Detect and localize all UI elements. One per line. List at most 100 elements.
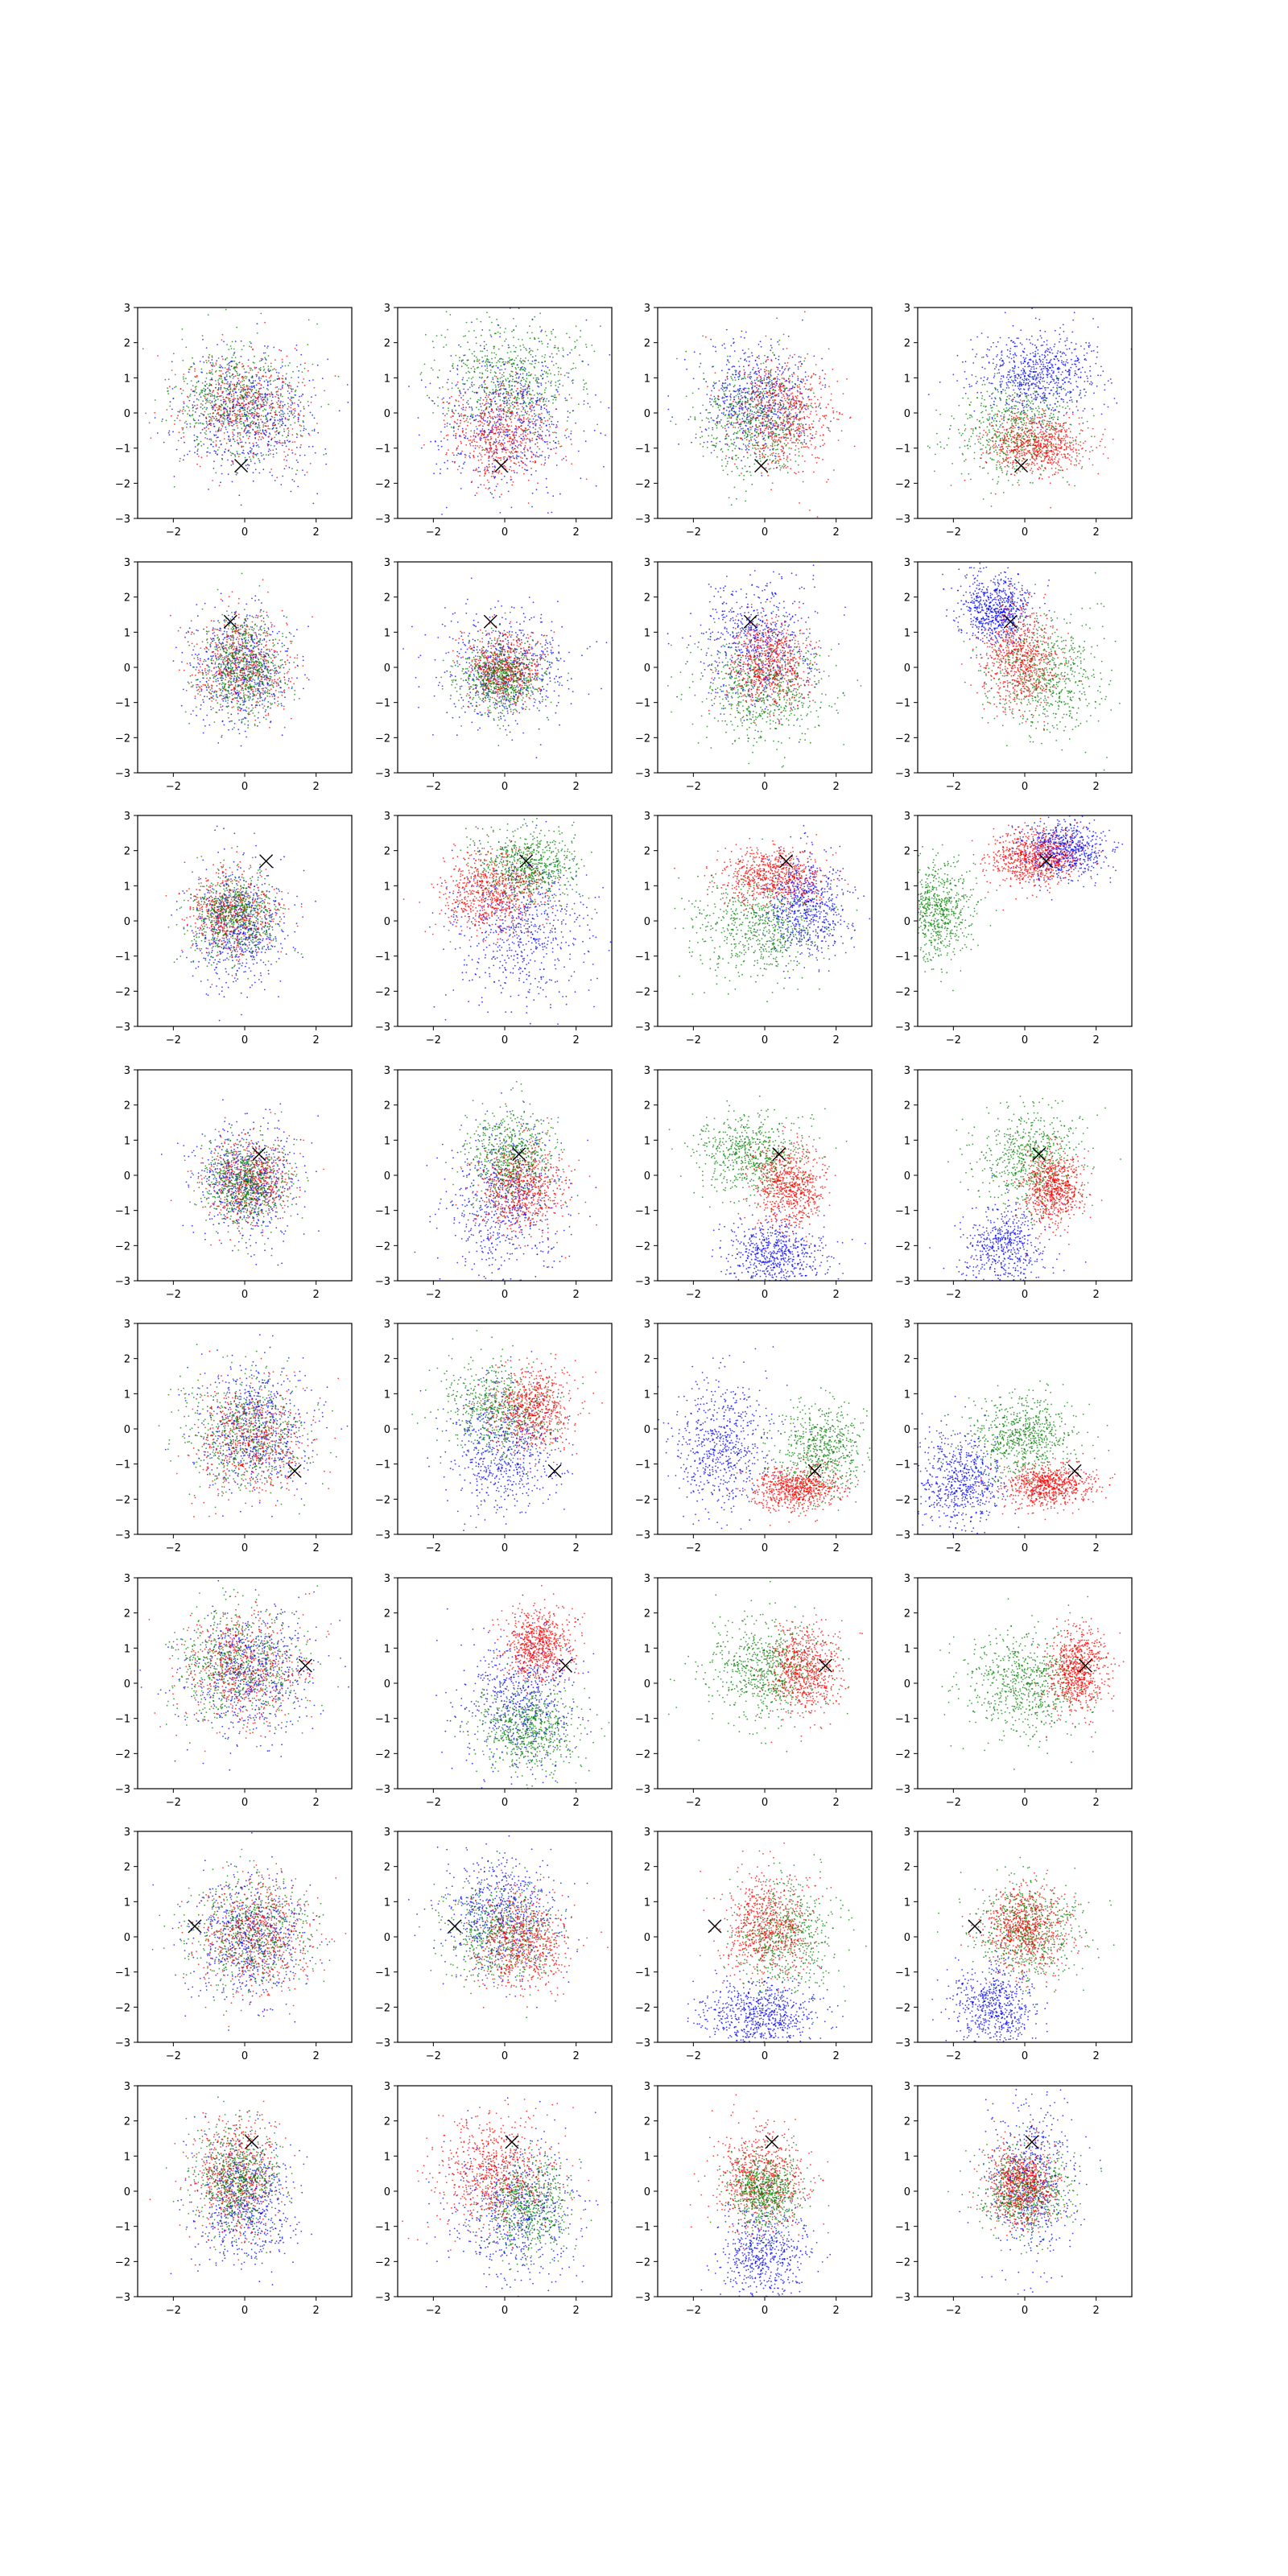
- point-green: [263, 415, 265, 417]
- point-red: [471, 442, 473, 444]
- point-green: [721, 425, 723, 427]
- point-green: [175, 386, 177, 387]
- point-blue: [529, 348, 530, 349]
- point-blue: [791, 388, 792, 390]
- point-blue: [301, 395, 303, 397]
- point-green: [731, 378, 733, 379]
- point-blue: [229, 376, 231, 378]
- point-red: [298, 418, 299, 419]
- point-blue: [770, 345, 772, 346]
- point-green: [275, 411, 277, 412]
- point-blue: [548, 431, 550, 432]
- point-green: [753, 445, 754, 447]
- point-red: [509, 452, 510, 453]
- point-blue: [525, 368, 526, 369]
- point-green: [783, 458, 785, 460]
- point-red: [488, 423, 489, 424]
- point-green: [236, 327, 237, 328]
- point-green: [485, 393, 487, 394]
- point-green: [196, 439, 198, 440]
- y-tick-label: 2: [384, 338, 390, 350]
- point-red: [233, 393, 235, 394]
- point-green: [505, 328, 506, 329]
- point-green: [536, 381, 538, 382]
- point-green: [250, 409, 252, 411]
- point-red: [183, 374, 184, 375]
- point-green: [470, 398, 472, 399]
- point-green: [728, 407, 729, 408]
- point-blue: [719, 380, 720, 382]
- point-red: [224, 412, 225, 414]
- point-red: [282, 375, 283, 377]
- point-green: [750, 417, 752, 419]
- point-green: [744, 376, 745, 378]
- point-red: [180, 410, 181, 411]
- point-red: [511, 425, 513, 427]
- point-red: [476, 441, 477, 443]
- point-blue: [227, 389, 229, 390]
- point-green: [755, 426, 757, 427]
- point-red: [269, 378, 270, 379]
- point-green: [526, 378, 528, 379]
- point-red: [183, 436, 184, 438]
- point-green: [721, 465, 723, 467]
- point-blue: [250, 343, 252, 345]
- point-red: [263, 423, 265, 424]
- point-red: [261, 407, 262, 408]
- point-green: [485, 383, 486, 385]
- point-blue: [756, 363, 758, 365]
- point-green: [755, 442, 757, 444]
- point-blue: [512, 413, 514, 415]
- point-green: [486, 368, 488, 369]
- point-red: [229, 408, 231, 410]
- point-red: [464, 421, 465, 423]
- point-blue: [272, 396, 274, 398]
- point-green: [801, 442, 803, 444]
- point-blue: [514, 472, 515, 473]
- point-blue: [228, 369, 229, 370]
- point-blue: [715, 346, 716, 348]
- point-blue: [737, 389, 739, 390]
- point-blue: [231, 396, 233, 398]
- point-green: [292, 371, 294, 373]
- point-blue: [257, 444, 258, 446]
- point-red: [196, 464, 198, 465]
- point-blue: [233, 429, 235, 431]
- point-red: [442, 402, 444, 403]
- point-red: [444, 423, 446, 425]
- point-blue: [266, 419, 268, 420]
- point-red: [208, 394, 209, 395]
- point-red: [270, 412, 272, 414]
- point-red: [219, 485, 221, 486]
- point-green: [250, 382, 252, 384]
- point-blue: [547, 429, 548, 431]
- point-green: [535, 379, 537, 381]
- point-blue: [439, 387, 440, 389]
- point-red: [217, 409, 218, 411]
- point-green: [744, 438, 745, 440]
- point-blue: [555, 442, 556, 444]
- point-green: [183, 409, 184, 411]
- point-red: [180, 388, 182, 390]
- point-red: [200, 403, 202, 405]
- point-green: [427, 395, 428, 397]
- point-green: [512, 378, 514, 380]
- point-blue: [733, 423, 735, 424]
- point-red: [176, 418, 178, 419]
- point-blue: [532, 398, 534, 399]
- point-green: [566, 333, 568, 335]
- point-green: [528, 372, 530, 374]
- point-red: [500, 427, 502, 429]
- point-red: [218, 382, 220, 383]
- point-red: [446, 435, 448, 436]
- point-blue: [220, 365, 221, 366]
- x-tick-label: 0: [502, 526, 508, 539]
- point-green: [775, 429, 777, 431]
- point-blue: [485, 365, 486, 367]
- point-red: [506, 425, 508, 427]
- point-red: [537, 442, 539, 444]
- point-blue: [250, 452, 252, 454]
- point-blue: [705, 381, 707, 382]
- point-blue: [505, 435, 506, 436]
- point-red: [242, 413, 243, 415]
